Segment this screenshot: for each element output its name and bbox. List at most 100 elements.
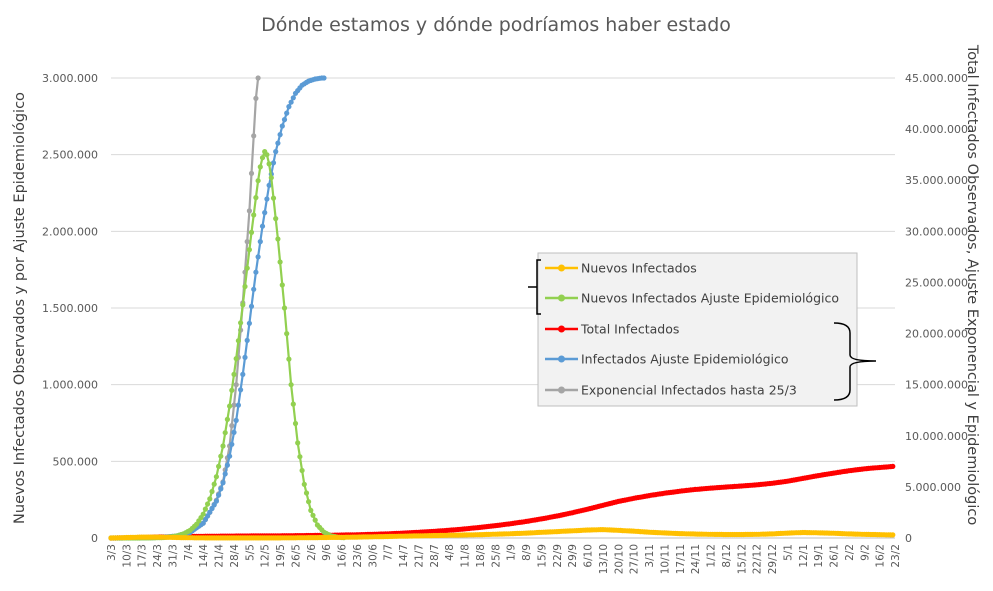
x-tick-label: 18/8: [475, 544, 487, 568]
y2-tick-label: 45.000.000: [905, 72, 968, 85]
series-point: [286, 104, 292, 110]
series-point: [211, 481, 217, 487]
x-tick-label: 17/11: [675, 544, 687, 574]
legend-swatch-marker: [558, 294, 565, 302]
x-tick-label: 16/6: [337, 544, 349, 568]
x-tick-label: 3/3: [106, 544, 118, 561]
series-point: [222, 471, 228, 477]
y-tick-label: 500.000: [53, 455, 99, 468]
x-tick-label: 11/8: [460, 544, 472, 568]
series-point: [251, 212, 257, 218]
x-tick-label: 10/11: [659, 544, 671, 574]
x-tick-label: 16/2: [875, 544, 887, 568]
x-tick-label: 21/4: [214, 544, 226, 568]
x-tick-label: 24/11: [690, 544, 702, 574]
series-point: [288, 99, 294, 105]
x-tick-label: 15/12: [736, 544, 748, 574]
series-point: [246, 208, 252, 214]
y-tick-label: 1.000.000: [42, 379, 98, 392]
series-point: [262, 210, 268, 216]
x-tick-label: 7/4: [183, 544, 195, 561]
series-point: [310, 512, 316, 518]
series-point: [248, 229, 255, 235]
x-tick-label: 25/8: [490, 544, 502, 568]
legend: Nuevos Infectados Nuevos Infectados Ajust…: [528, 252, 877, 407]
x-tick-label: 31/3: [167, 544, 179, 568]
x-tick-label: 29/12: [767, 544, 779, 574]
x-tick-label: 9/2: [859, 544, 871, 561]
series-point: [224, 462, 230, 468]
series-point: [255, 178, 261, 184]
series-point: [270, 195, 277, 201]
legend-label: Nuevos Infectados: [581, 261, 697, 276]
series-0: [108, 527, 896, 541]
legend-swatch-marker: [558, 355, 565, 363]
x-tick-label: 19/1: [813, 544, 825, 568]
x-tick-label: 19/5: [275, 544, 287, 568]
series-point: [259, 155, 266, 161]
series-point: [240, 302, 246, 308]
series-point: [216, 492, 222, 498]
series-point: [229, 387, 235, 393]
x-tick-label: 3/11: [644, 544, 656, 568]
series-point: [290, 95, 296, 101]
x-tick-label: 2/6: [306, 544, 318, 561]
y-tick-label: 2.000.000: [42, 225, 98, 238]
series-point: [295, 440, 301, 446]
series-line: [111, 149, 344, 540]
x-tick-label: 22/12: [752, 544, 764, 574]
x-tick-label: 23/6: [352, 544, 364, 568]
y-axis-left: 0 500.000 1.000.000 1.500.000 2.000.000 2.500…: [42, 72, 98, 545]
series-point: [284, 110, 290, 116]
series-point: [290, 401, 296, 407]
y-tick-label: 1.500.000: [42, 302, 98, 315]
series-point: [242, 354, 248, 360]
x-tick-label: 26/5: [290, 544, 302, 568]
series-1: [108, 149, 347, 541]
series-point: [207, 496, 213, 502]
series-point: [264, 152, 270, 158]
series-point: [251, 133, 257, 139]
series-point: [202, 506, 208, 512]
series-point: [890, 463, 896, 469]
series-point: [240, 371, 246, 377]
series-point: [209, 488, 215, 495]
series-point: [246, 320, 252, 326]
series-point: [253, 269, 259, 275]
x-tick-label: 1/9: [506, 544, 518, 561]
series-point: [244, 337, 250, 343]
series-point: [200, 511, 206, 517]
series-point: [257, 239, 263, 245]
x-tick-label: 5/5: [244, 544, 256, 561]
series-point: [268, 175, 274, 181]
x-tick-label: 27/10: [629, 544, 641, 574]
x-tick-label: 26/1: [829, 544, 841, 568]
x-tick-label: 24/3: [152, 544, 164, 568]
series-point: [233, 417, 239, 423]
series-point: [220, 443, 226, 449]
y-tick-label: 0: [91, 532, 98, 545]
x-tick-label: 29/9: [567, 544, 579, 568]
y-tick-label: 2.500.000: [42, 149, 98, 162]
x-tick-label: 1/12: [706, 544, 718, 568]
x-tick-label: 28/4: [229, 544, 241, 568]
y-tick-label: 3.000.000: [42, 72, 98, 85]
y2-axis-title: Total Infectados Observados, Ajuste Expo…: [964, 44, 980, 526]
series-point: [218, 486, 224, 492]
x-tick-label: 9/6: [321, 544, 333, 561]
x-tick-label: 21/7: [413, 544, 425, 568]
series-point: [248, 170, 255, 176]
series-point: [257, 164, 263, 170]
series-point: [288, 382, 294, 388]
series-point: [216, 463, 222, 469]
series-point: [253, 95, 259, 101]
series-point: [224, 416, 230, 422]
series-point: [246, 247, 252, 253]
series-point: [281, 305, 288, 311]
legend-box: [537, 252, 858, 407]
series-point: [235, 402, 241, 408]
y-axis-right: 0 5.000.000 10.000.000 15.000.000 20.000.000…: [905, 72, 968, 545]
series-point: [238, 320, 244, 326]
y-axis-title: Nuevos Infectados Observados y por Ajust…: [12, 92, 28, 524]
series-point: [244, 239, 250, 245]
